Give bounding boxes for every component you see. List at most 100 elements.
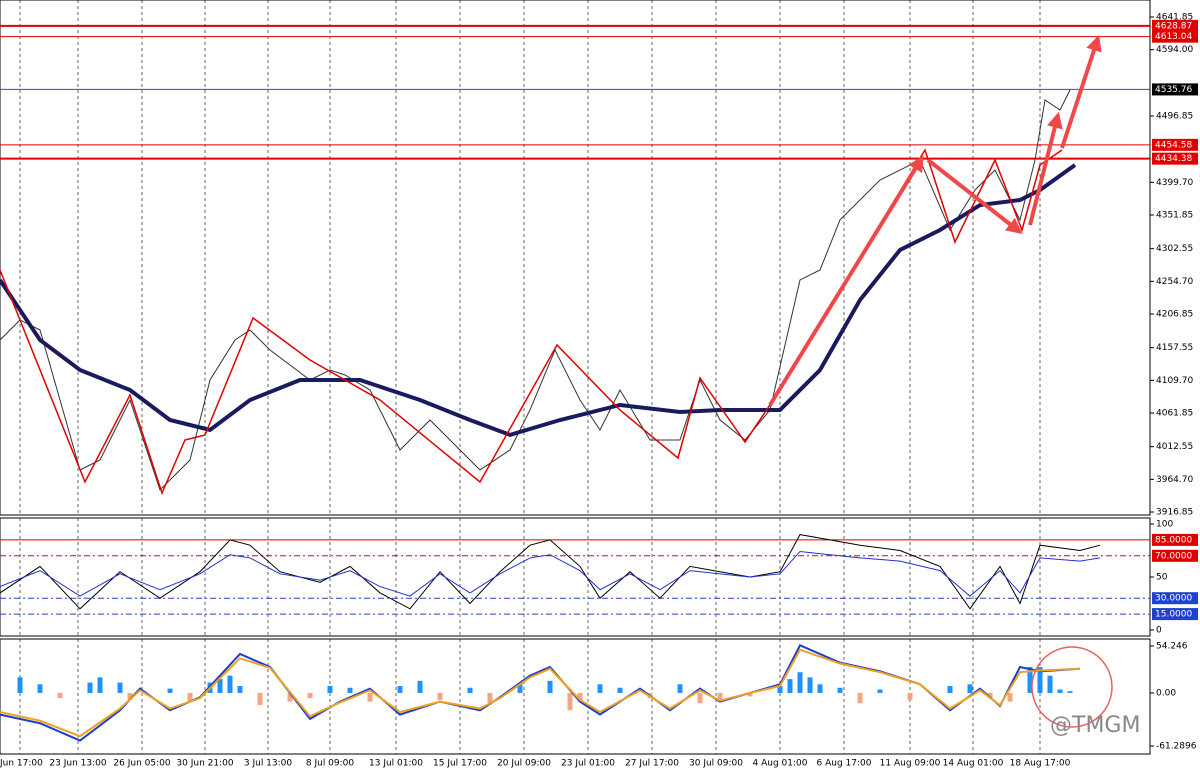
- level-label-box: [1152, 19, 1198, 32]
- y-tick-label: 4109.70: [1156, 376, 1193, 386]
- histogram-bar: [1067, 691, 1073, 693]
- histogram-bar: [437, 692, 443, 700]
- histogram-bar: [797, 672, 803, 693]
- y-tick-label: 4594.00: [1156, 45, 1193, 55]
- x-tick-label: 27 Jul 17:00: [625, 759, 679, 769]
- level-label-box: [1152, 592, 1198, 605]
- histogram-bar: [237, 686, 243, 693]
- level-label: 4628.87: [1155, 21, 1192, 31]
- level-label-box: [1152, 138, 1198, 151]
- y-tick-label: 50: [1156, 573, 1168, 583]
- x-tick-label: 6 Aug 17:00: [817, 759, 872, 769]
- x-tick-label: 18 Aug 17:00: [1010, 759, 1071, 769]
- y-tick-label: 4641.85: [1156, 13, 1193, 23]
- histogram-bar: [907, 692, 913, 700]
- histogram-bar: [217, 679, 223, 693]
- histogram-bar: [947, 686, 953, 693]
- level-label-box: [1152, 83, 1198, 96]
- level-label: 4454.58: [1155, 140, 1192, 150]
- level-label-box: [1152, 608, 1198, 621]
- histogram-bar: [837, 687, 843, 693]
- y-tick-label: 0: [1156, 626, 1162, 636]
- level-label: 85.0000: [1155, 535, 1192, 545]
- histogram-bar: [817, 684, 823, 693]
- histogram-bar: [347, 687, 353, 693]
- y-tick-label: 4061.85: [1156, 409, 1193, 419]
- level-label-box: [1152, 30, 1198, 43]
- histogram-bar: [967, 684, 973, 693]
- histogram-bar: [617, 687, 623, 693]
- y-tick-label: 4302.55: [1156, 244, 1193, 254]
- level-label: 4535.76: [1155, 85, 1192, 95]
- y-tick-label: 0.00: [1156, 688, 1176, 698]
- histogram-bar: [397, 686, 403, 693]
- watermark: @TMGM: [1050, 713, 1140, 738]
- x-tick-label: 30 Jul 09:00: [689, 759, 743, 769]
- histogram-bar: [127, 692, 133, 700]
- histogram-bar: [1037, 666, 1043, 693]
- histogram-bar: [567, 692, 573, 711]
- y-tick-label: 4254.70: [1156, 277, 1193, 287]
- x-tick-label: 15 Jul 17:00: [433, 759, 487, 769]
- x-tick-label: 23 Jun 13:00: [49, 759, 106, 769]
- series-line: [0, 551, 1101, 597]
- x-tick-label: 13 Jul 01:00: [369, 759, 423, 769]
- histogram-bar: [987, 692, 993, 699]
- series-line: [0, 89, 1071, 491]
- y-tick-label: 4351.85: [1156, 211, 1193, 221]
- series-line: [0, 648, 1081, 738]
- histogram-bar: [777, 686, 783, 693]
- histogram-bar: [57, 692, 63, 699]
- main-panel: [0, 0, 1151, 516]
- x-tick-label: 11 Aug 09:00: [880, 759, 941, 769]
- series-line: [0, 163, 1077, 437]
- histogram-bar: [187, 692, 193, 702]
- level-label: 15.0000: [1155, 610, 1192, 620]
- y-tick-label: 4157.55: [1156, 343, 1193, 353]
- histogram-bar: [227, 675, 233, 693]
- x-tick-label: Jun 17:00: [0, 759, 43, 769]
- histogram-bar: [327, 686, 333, 693]
- histogram-bar: [787, 679, 793, 693]
- y-tick-label: 4012.55: [1156, 442, 1193, 452]
- level-label: 30.0000: [1155, 594, 1192, 604]
- histogram-bar: [1007, 692, 1013, 702]
- histogram-bar: [367, 692, 373, 702]
- y-tick-label: 54.246: [1156, 642, 1188, 652]
- x-tick-label: 14 Aug 01:00: [943, 759, 1004, 769]
- series-line: [0, 644, 1081, 742]
- histogram-bar: [747, 692, 753, 697]
- histogram-bar: [37, 684, 43, 693]
- histogram-bar: [417, 680, 423, 693]
- histogram-bar: [547, 680, 553, 693]
- histogram-bar: [17, 677, 23, 693]
- level-label-box: [1152, 152, 1198, 165]
- y-tick-label: 4496.85: [1156, 112, 1193, 122]
- histogram-bar: [677, 684, 683, 693]
- histogram-bar: [287, 692, 293, 702]
- y-tick-label: 3964.70: [1156, 475, 1193, 485]
- histogram-bar: [257, 692, 263, 706]
- level-label: 4613.04: [1155, 32, 1192, 42]
- highlight-circle: [1031, 646, 1113, 728]
- histogram-bar: [517, 684, 523, 693]
- y-tick-label: 4399.70: [1156, 178, 1193, 188]
- arrows: [768, 34, 1102, 407]
- histogram-bar: [717, 692, 723, 700]
- rsi-panel: [0, 517, 1151, 637]
- x-tick-label: 26 Jun 05:00: [113, 759, 170, 769]
- histogram-bar: [117, 682, 123, 693]
- histogram-bar: [307, 692, 313, 699]
- x-tick-label: 8 Jul 09:00: [306, 759, 355, 769]
- series-line: [0, 534, 1101, 610]
- level-label: 70.0000: [1155, 551, 1192, 561]
- histogram-bar: [467, 687, 473, 693]
- histogram-bar: [857, 692, 863, 704]
- x-tick-label: 20 Jul 09:00: [497, 759, 551, 769]
- y-tick-label: 4206.85: [1156, 310, 1193, 320]
- level-label-box: [1152, 549, 1198, 562]
- histogram-bar: [877, 689, 883, 693]
- histogram-bar: [1027, 666, 1033, 693]
- level-label: 4434.38: [1155, 154, 1192, 164]
